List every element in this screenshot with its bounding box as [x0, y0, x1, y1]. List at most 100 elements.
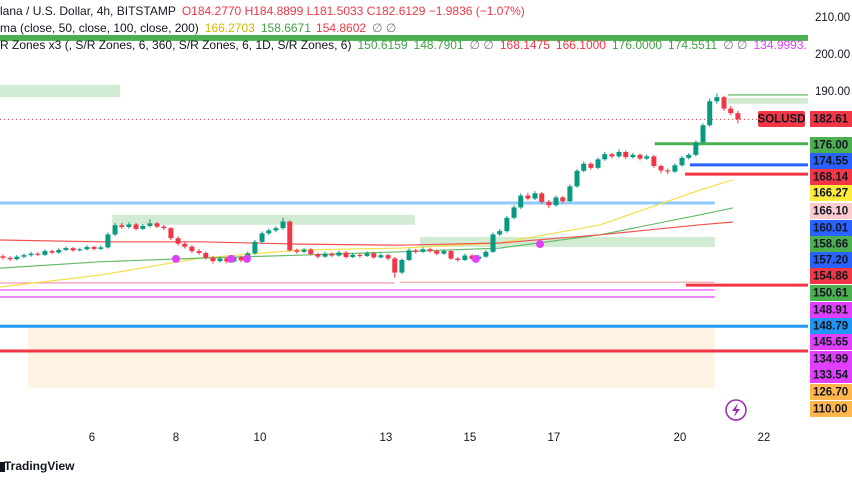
x-tick-label: 13 — [380, 432, 393, 444]
candle-body — [399, 259, 405, 273]
plot-area — [0, 35, 808, 389]
price-tag: 133.54 — [813, 370, 849, 382]
price-tag: 157.20 — [813, 255, 848, 267]
price-tag-bg — [810, 169, 852, 185]
legend-segment: lana / U.S. Dollar, 4h, BITSTAMP — [0, 4, 176, 18]
candle-body — [553, 197, 559, 206]
candle-body — [14, 256, 20, 260]
candle-body — [147, 223, 153, 226]
price-tag-bg — [810, 285, 852, 301]
candle-body — [630, 154, 636, 158]
legend-header: lana / U.S. Dollar, 4h, BITSTAMP O184.277… — [0, 4, 814, 52]
candle-body — [672, 165, 678, 172]
y-tick-label: 200.00 — [815, 49, 850, 61]
moving-average — [0, 207, 733, 269]
price-tag: 148.91 — [813, 305, 849, 317]
candle-body — [392, 258, 398, 273]
x-tick-label: 15 — [464, 432, 477, 444]
candle-body — [259, 233, 265, 242]
candle-body — [448, 251, 454, 259]
candle-body — [266, 230, 272, 234]
sr-zone — [419, 237, 715, 248]
alert-icon[interactable] — [725, 399, 747, 421]
price-tag-bg — [810, 268, 852, 284]
x-tick-label: 10 — [254, 432, 267, 444]
candle-body — [623, 151, 629, 158]
candle-body — [350, 254, 356, 258]
candle-body — [203, 252, 209, 258]
candle-body — [336, 252, 342, 256]
candle-body — [700, 125, 706, 143]
x-tick-label: 17 — [548, 432, 561, 444]
candle-body — [49, 251, 55, 253]
candle-body — [637, 154, 643, 159]
legend-segment: 148.7901 — [414, 38, 464, 52]
price-tag-bg — [810, 302, 852, 318]
candle-body — [616, 151, 622, 157]
candle-body — [98, 247, 104, 249]
branding[interactable]: TradingView — [0, 459, 75, 473]
candle-body — [154, 223, 160, 227]
candle-body — [119, 225, 125, 228]
price-tag-bg — [810, 203, 852, 219]
candle-body — [42, 251, 48, 255]
price-tag: 126.70 — [813, 387, 848, 399]
candle-body — [91, 247, 97, 249]
legend-segment: ∅ ∅ — [470, 38, 494, 52]
candle-body — [287, 221, 293, 251]
candle-body — [238, 257, 244, 261]
candle-body — [294, 250, 300, 252]
candle-body — [308, 249, 314, 255]
moving-average — [0, 221, 733, 246]
cross-marker — [471, 254, 480, 263]
alert-bolt[interactable] — [732, 403, 740, 417]
price-tag: 168.14 — [813, 172, 849, 184]
price-tag-bg — [810, 252, 852, 268]
cross-marker — [242, 254, 251, 263]
price-tag-bg — [810, 111, 852, 127]
cross-marker — [536, 240, 545, 249]
candle-body — [140, 225, 146, 229]
legend-segment: 166.1000 — [556, 38, 606, 52]
brand-name[interactable]: TradingView — [4, 459, 75, 473]
candle-body — [602, 154, 608, 160]
candle-body — [658, 165, 664, 171]
candle-body — [427, 249, 433, 252]
candle-body — [105, 234, 111, 248]
candle-body — [518, 195, 524, 208]
candle-body — [644, 156, 650, 159]
y-tick-label: 190.00 — [815, 86, 850, 98]
candle-body — [84, 247, 90, 250]
price-tag: 158.66 — [813, 239, 848, 251]
candle-body — [483, 251, 489, 257]
candle-body — [539, 193, 545, 202]
logo-mark[interactable] — [0, 462, 5, 472]
candle-body — [35, 253, 41, 255]
price-tag-bg — [810, 367, 852, 383]
sr-zone — [0, 35, 808, 41]
candle-body — [525, 195, 531, 199]
candle-body — [0, 256, 6, 258]
price-tag: 154.86 — [813, 271, 848, 283]
candle-body — [217, 258, 223, 262]
sr-zone — [28, 328, 715, 389]
price-tag-bg — [810, 220, 852, 236]
candle-body — [21, 255, 27, 257]
moving-average — [0, 179, 733, 288]
candle-body — [574, 170, 580, 187]
price-tag-bg — [810, 384, 852, 400]
candle-body — [378, 255, 384, 258]
cross-marker — [171, 254, 180, 263]
candle-body — [126, 224, 132, 228]
candle-body — [189, 246, 195, 252]
alert-circle[interactable] — [725, 399, 747, 421]
candle-body — [490, 234, 496, 252]
legend-segment: R Zones x3 (, S/R Zones, 6, 360, S/R Zon… — [0, 38, 351, 52]
candle-body — [112, 225, 118, 235]
candle-body — [665, 170, 671, 172]
price-tag-bg — [810, 185, 852, 201]
x-tick-label: 22 — [758, 432, 771, 444]
price-tag: 166.10 — [813, 206, 848, 218]
